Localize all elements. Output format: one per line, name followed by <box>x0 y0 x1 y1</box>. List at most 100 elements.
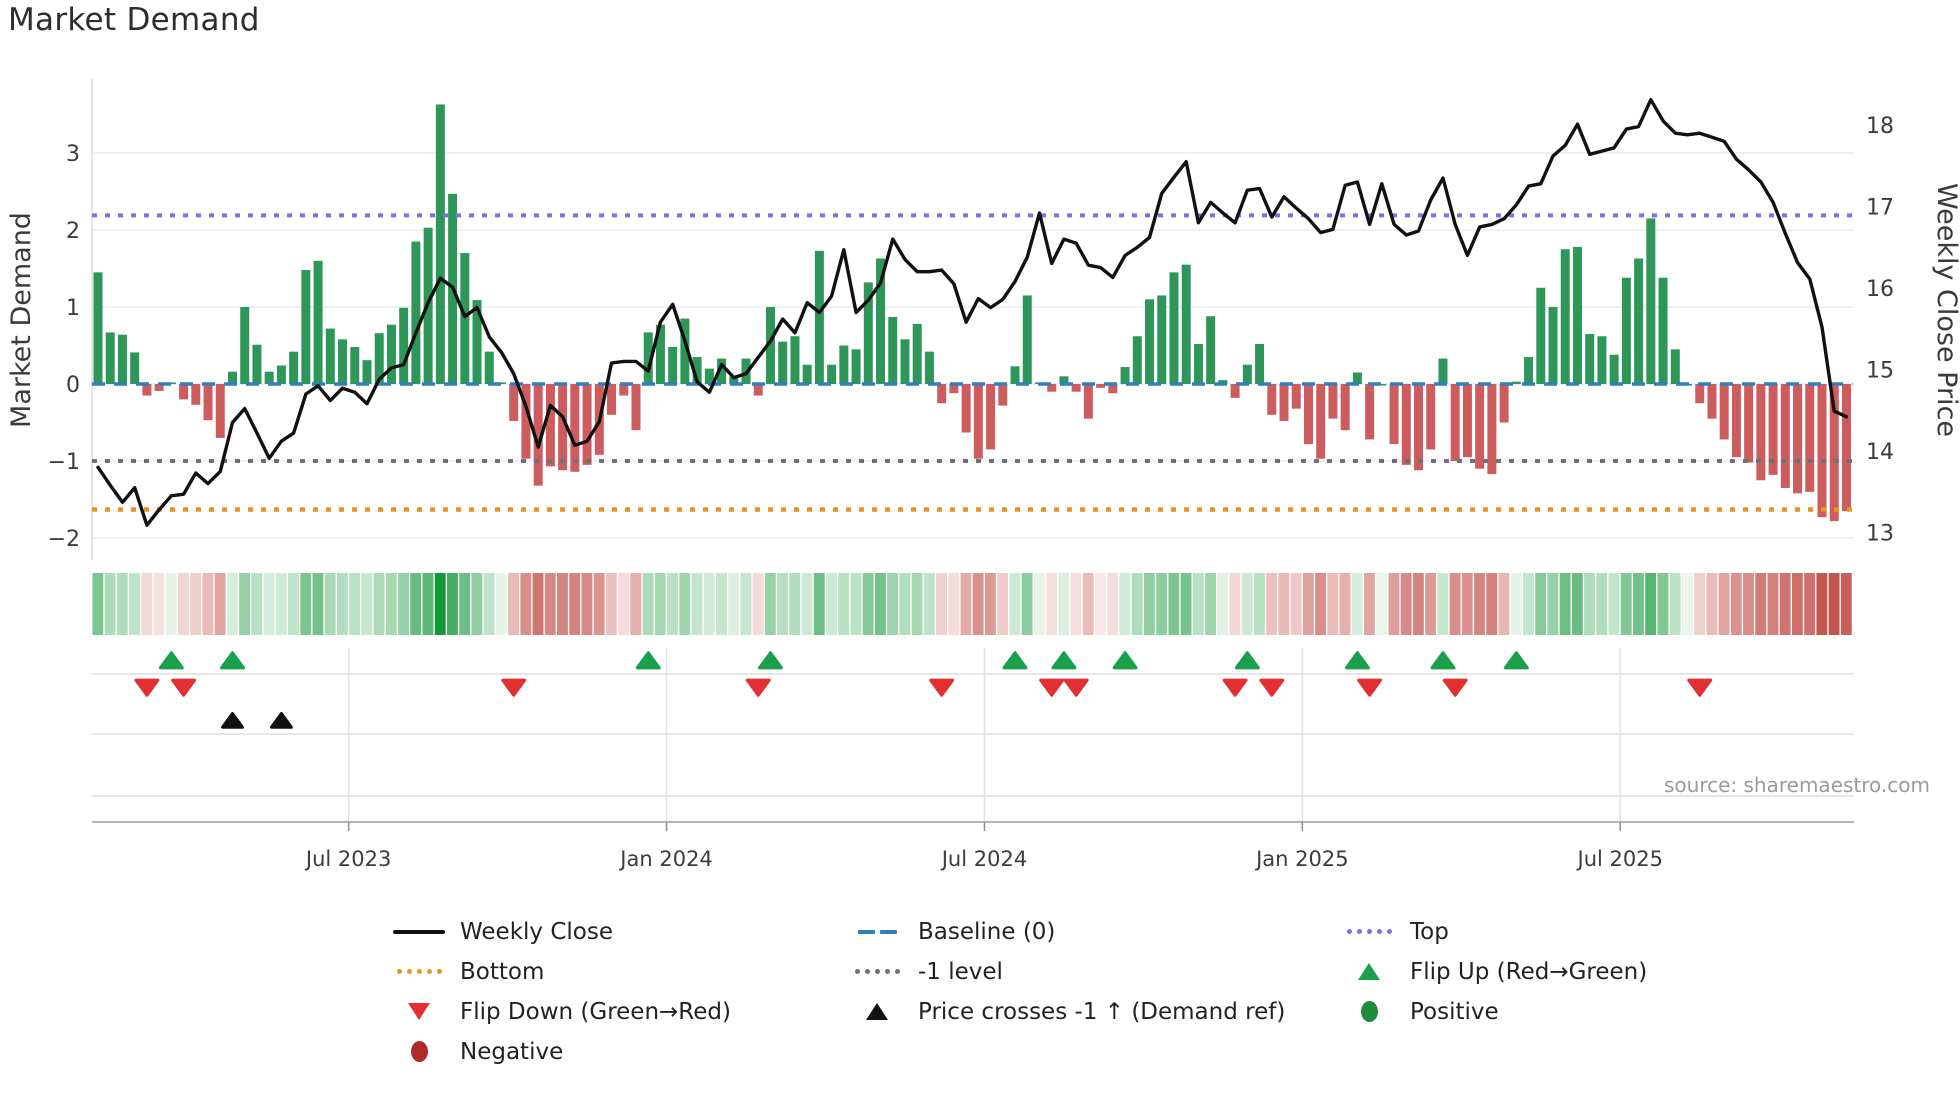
right-axis-tick-label: 18 <box>1866 114 1894 139</box>
heatmap-cell <box>1229 573 1241 635</box>
demand-bar <box>582 384 592 465</box>
heatmap-cell <box>1315 573 1326 635</box>
demand-bar <box>301 270 311 384</box>
flip-up-marker <box>1503 651 1529 670</box>
flip-down-marker <box>929 678 955 697</box>
heatmap-cell <box>1571 573 1583 635</box>
flip-down-marker <box>1687 678 1713 697</box>
demand-bar <box>876 258 886 384</box>
demand-bar <box>1206 316 1216 384</box>
x-axis-tick-label: Jan 2025 <box>1254 847 1349 871</box>
demand-bar <box>1352 372 1362 384</box>
market-demand-chart: 3 2 1 0 −1 −2 18 17 16 15 14 13 Jul 2023 Jan 2024 Jul … <box>6 79 1960 871</box>
demand-bar <box>1291 384 1301 409</box>
demand-bar <box>949 384 959 394</box>
heatmap-cell <box>1474 573 1485 635</box>
heatmap-cell <box>862 573 874 635</box>
demand-bar <box>1303 384 1313 445</box>
heatmap-cell <box>385 573 397 635</box>
heatmap-cell <box>129 573 140 635</box>
heatmap-cell <box>740 573 752 635</box>
heatmap-cell <box>361 573 373 635</box>
demand-bar <box>545 384 555 467</box>
demand-bar <box>1059 376 1069 384</box>
heatmap-cell <box>1608 573 1620 635</box>
right-axis-tick-label: 13 <box>1866 522 1894 547</box>
demand-bar <box>839 345 849 384</box>
left-axis-title: Market Demand <box>6 212 37 428</box>
heatmap-cell <box>324 573 336 635</box>
left-axis-tick-label: −1 <box>48 450 80 475</box>
weekly-close-line <box>96 97 1849 527</box>
heatmap-cell <box>508 573 520 635</box>
heatmap-cell <box>288 573 299 635</box>
heatmap-cell <box>1510 573 1522 635</box>
legend-label: Flip Up (Red→Green) <box>1410 958 1648 985</box>
demand-bar <box>1536 287 1546 384</box>
triangle-up-icon <box>1340 963 1398 980</box>
heatmap-cell <box>520 573 532 635</box>
heatmap-cell <box>1596 573 1608 635</box>
demand-bar <box>191 384 201 405</box>
source-credit: source: sharemaestro.com <box>1664 773 1930 797</box>
left-axis-tick-label: 3 <box>66 142 80 167</box>
heatmap-cell <box>911 573 923 635</box>
heatmap-cell <box>532 573 544 635</box>
demand-bar <box>325 328 335 384</box>
demand-bar <box>558 384 568 471</box>
demand-bar <box>1756 384 1766 481</box>
demand-bar <box>227 371 237 384</box>
heatmap-cell <box>1486 573 1498 635</box>
heatmap-cell <box>887 573 899 635</box>
legend-item-flip-down-green-red: Flip Down (Green→Red) <box>390 992 848 1031</box>
heatmap-cell <box>826 573 837 635</box>
flip-down-marker <box>1039 678 1065 697</box>
heatmap-cell <box>838 573 850 635</box>
legend-item-negative: Negative <box>390 1032 848 1071</box>
demand-bar <box>912 323 922 384</box>
demand-bar <box>1426 384 1436 450</box>
demand-bar <box>1768 384 1778 475</box>
legend-label: Positive <box>1410 998 1499 1025</box>
demand-bar <box>1328 384 1338 419</box>
x-axis-tick-label: Jan 2024 <box>618 847 713 871</box>
legend-label: Weekly Close <box>460 918 613 945</box>
flip-up-marker <box>1051 651 1077 670</box>
demand-bar <box>1841 384 1851 512</box>
demand-bar <box>1169 272 1179 384</box>
heatmap-cell <box>495 573 507 635</box>
heatmap-cell <box>960 573 972 635</box>
heatmap-cell <box>1584 573 1595 635</box>
heatmap-cell <box>1095 573 1106 635</box>
flip-up-marker <box>635 651 661 670</box>
heatmap-cell <box>1620 573 1632 635</box>
heatmap-cell <box>593 573 605 635</box>
flip-up-marker <box>158 651 184 670</box>
demand-bar <box>1511 381 1521 384</box>
heatmap-cell <box>471 573 483 635</box>
demand-bar <box>607 384 617 415</box>
demand-bar <box>680 318 690 384</box>
demand-bar <box>179 384 189 400</box>
heatmap-cell <box>1743 573 1754 635</box>
demand-bar <box>961 384 971 433</box>
legend-label: Price crosses -1 ↑ (Demand ref) <box>918 998 1286 1025</box>
demand-bar <box>986 384 996 450</box>
heatmap-cell <box>923 573 935 635</box>
demand-bar <box>1071 384 1081 392</box>
demand-bar <box>631 384 641 431</box>
demand-bar <box>1267 384 1277 415</box>
right-axis-tick-label: 14 <box>1866 440 1894 465</box>
demand-bar <box>1157 295 1167 384</box>
flip-up-marker <box>757 651 783 670</box>
demand-bar <box>643 332 653 384</box>
heatmap-cell <box>899 573 911 635</box>
heatmap-cell <box>1828 573 1840 635</box>
demand-bar <box>1255 343 1265 384</box>
right-axis-title: Weekly Close Price <box>1931 183 1960 437</box>
heatmap-cell <box>544 573 556 635</box>
demand-bar <box>533 384 543 486</box>
demand-bar <box>1340 384 1350 431</box>
demand-bar <box>1108 384 1118 394</box>
heatmap-cell <box>1425 573 1437 635</box>
